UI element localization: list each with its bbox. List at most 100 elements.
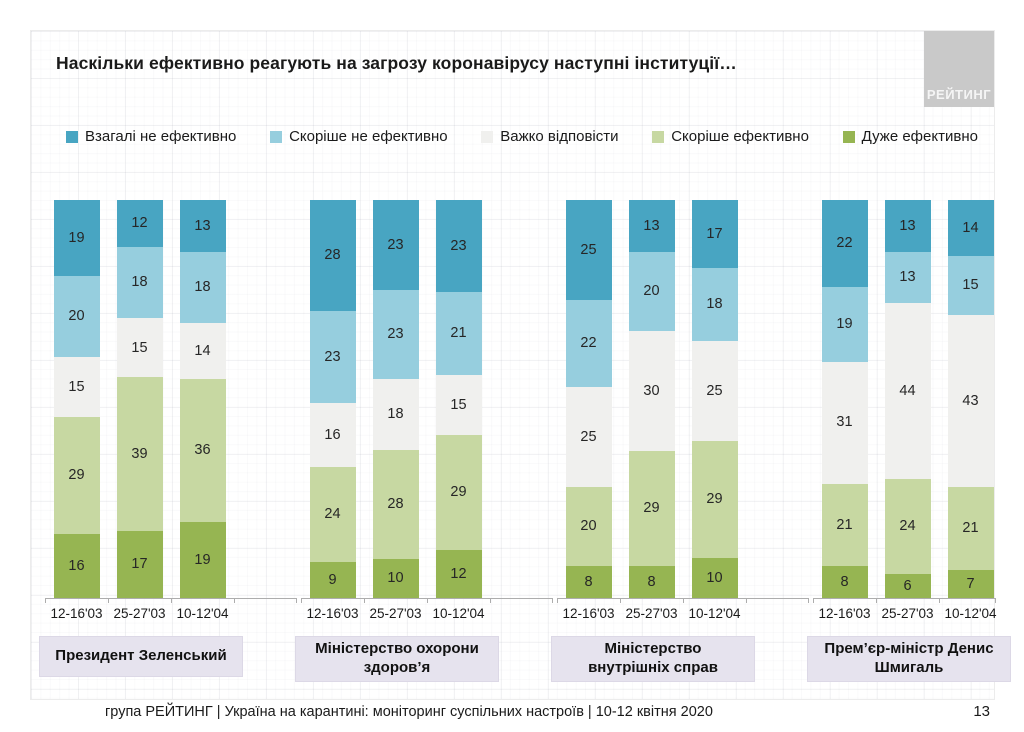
category-label: 10-12'04 — [944, 606, 997, 621]
legend-item-1: Скоріше не ефективно — [270, 128, 448, 145]
segment-дуже-ефективно: 7 — [947, 570, 994, 598]
segment-скоріше-не-ефективно: 13 — [884, 251, 931, 304]
segment-value: 23 — [450, 237, 467, 254]
segment-скоріше-ефективно: 21 — [821, 483, 868, 567]
segment-скоріше-не-ефективно: 18 — [179, 251, 226, 324]
segment-важко-відповісти: 14 — [179, 323, 226, 380]
segment-value: 22 — [580, 335, 597, 352]
slide-panel: Наскільки ефективно реагують на загрозу … — [30, 30, 1011, 700]
group-label-box-3: Прем’єр-міністр Денис Шмигаль — [807, 636, 1011, 682]
segment-value: 8 — [584, 573, 593, 590]
logo-text: РЕЙТИНГ — [926, 87, 992, 102]
legend-label: Взагалі не ефективно — [85, 128, 237, 145]
axis-tick — [808, 599, 809, 603]
category-label: 10-12'04 — [176, 606, 229, 621]
bars-row: 28 23 16 24 9 23 23 18 28 10 23 21 15 29 12 — [301, 200, 553, 598]
segment-value: 28 — [324, 247, 341, 264]
legend-swatch-icon — [66, 130, 78, 143]
bars-row: 19 20 15 29 16 12 18 15 39 17 13 18 14 36 19 — [45, 200, 297, 598]
segment-дуже-ефективно: 17 — [116, 530, 163, 598]
segment-взагалі-не-ефективно: 13 — [179, 200, 226, 252]
axis-tick — [557, 599, 558, 603]
segment-value: 19 — [836, 315, 853, 332]
segment-скоріше-ефективно: 24 — [309, 466, 356, 563]
segment-value: 10 — [706, 569, 723, 586]
segment-value: 17 — [706, 225, 723, 242]
category-label: 10-12'04 — [688, 606, 741, 621]
segment-важко-відповісти: 15 — [116, 318, 163, 378]
legend-label: Скоріше не ефективно — [289, 128, 448, 145]
stacked-bar-1-2: 23 21 15 29 12 — [435, 200, 482, 598]
bars-row: 22 19 31 21 8 13 13 44 24 6 14 15 43 21 7 — [813, 200, 996, 598]
segment-дуже-ефективно: 19 — [179, 522, 226, 598]
segment-дуже-ефективно: 12 — [435, 550, 482, 598]
segment-value: 21 — [962, 520, 979, 537]
bar-slot: 12 18 15 39 17 — [108, 200, 171, 598]
legend-swatch-icon — [270, 130, 283, 143]
segment-value: 8 — [840, 573, 849, 590]
bar-slot: 23 21 15 29 12 — [427, 200, 490, 598]
legend: Взагалі не ефективно Скоріше не ефективно… — [66, 128, 978, 145]
segment-value: 29 — [643, 500, 660, 517]
bars-row: 25 22 25 20 8 13 20 30 29 8 17 18 25 29 10 — [557, 200, 809, 598]
segment-value: 39 — [131, 445, 148, 462]
stacked-bar-0-2: 13 18 14 36 19 — [179, 200, 226, 598]
segment-value: 14 — [194, 342, 211, 359]
segment-value: 8 — [647, 573, 656, 590]
segment-value: 19 — [194, 551, 211, 568]
stacked-bar-2-0: 25 22 25 20 8 — [565, 200, 612, 598]
segment-value: 18 — [387, 406, 404, 423]
segment-взагалі-не-ефективно: 12 — [116, 200, 163, 248]
segment-скоріше-не-ефективно: 18 — [116, 247, 163, 319]
segment-value: 20 — [580, 518, 597, 535]
bar-slot: 23 23 18 28 10 — [364, 200, 427, 598]
axis-tick — [813, 599, 814, 603]
stacked-bar-2-1: 13 20 30 29 8 — [628, 200, 675, 598]
segment-скоріше-не-ефективно: 20 — [53, 276, 100, 357]
segment-value: 21 — [836, 516, 853, 533]
segment-скоріше-не-ефективно: 22 — [565, 299, 612, 388]
segment-value: 13 — [899, 269, 916, 286]
segment-скоріше-не-ефективно: 23 — [372, 289, 419, 380]
category-label: 25-27'03 — [881, 606, 934, 621]
segment-value: 6 — [903, 577, 912, 594]
segment-value: 19 — [68, 229, 85, 246]
segment-value: 23 — [387, 236, 404, 253]
segment-value: 24 — [899, 518, 916, 535]
segment-value: 24 — [324, 506, 341, 523]
segment-value: 18 — [131, 274, 148, 291]
segment-value: 13 — [899, 217, 916, 234]
chart-group-1: 28 23 16 24 9 23 23 18 28 10 23 21 15 29 12 12-16'03 25-… — [295, 200, 553, 682]
segment-скоріше-не-ефективно: 15 — [947, 255, 994, 316]
segment-value: 18 — [194, 279, 211, 296]
legend-item-3: Скоріше ефективно — [652, 128, 809, 145]
page-number: 13 — [973, 703, 990, 720]
category-label: 10-12'04 — [432, 606, 485, 621]
segment-взагалі-не-ефективно: 17 — [691, 200, 738, 269]
category-label: 25-27'03 — [625, 606, 678, 621]
segment-value: 20 — [643, 283, 660, 300]
x-axis — [45, 598, 297, 603]
segment-взагалі-не-ефективно: 23 — [372, 200, 419, 290]
axis-tick — [364, 599, 365, 603]
segment-дуже-ефективно: 9 — [309, 562, 356, 598]
segment-важко-відповісти: 25 — [691, 340, 738, 442]
segment-value: 29 — [450, 484, 467, 501]
segment-взагалі-не-ефективно: 28 — [309, 200, 356, 312]
segment-скоріше-ефективно: 29 — [435, 434, 482, 551]
axis-tick — [995, 599, 996, 603]
segment-дуже-ефективно: 8 — [628, 566, 675, 598]
rating-group-logo: РЕЙТИНГ — [924, 31, 994, 107]
segment-value: 15 — [450, 396, 467, 413]
category-label: 25-27'03 — [113, 606, 166, 621]
stacked-bar-0-0: 19 20 15 29 16 — [53, 200, 100, 598]
legend-label: Скоріше ефективно — [671, 128, 809, 145]
segment-value: 14 — [962, 219, 979, 236]
bar-slot: 13 13 44 24 6 — [876, 200, 939, 598]
segment-скоріше-не-ефективно: 23 — [309, 311, 356, 403]
segment-дуже-ефективно: 16 — [53, 533, 100, 598]
segment-value: 29 — [68, 467, 85, 484]
axis-tick — [45, 599, 46, 603]
segment-скоріше-не-ефективно: 19 — [821, 286, 868, 362]
segment-value: 23 — [324, 348, 341, 365]
